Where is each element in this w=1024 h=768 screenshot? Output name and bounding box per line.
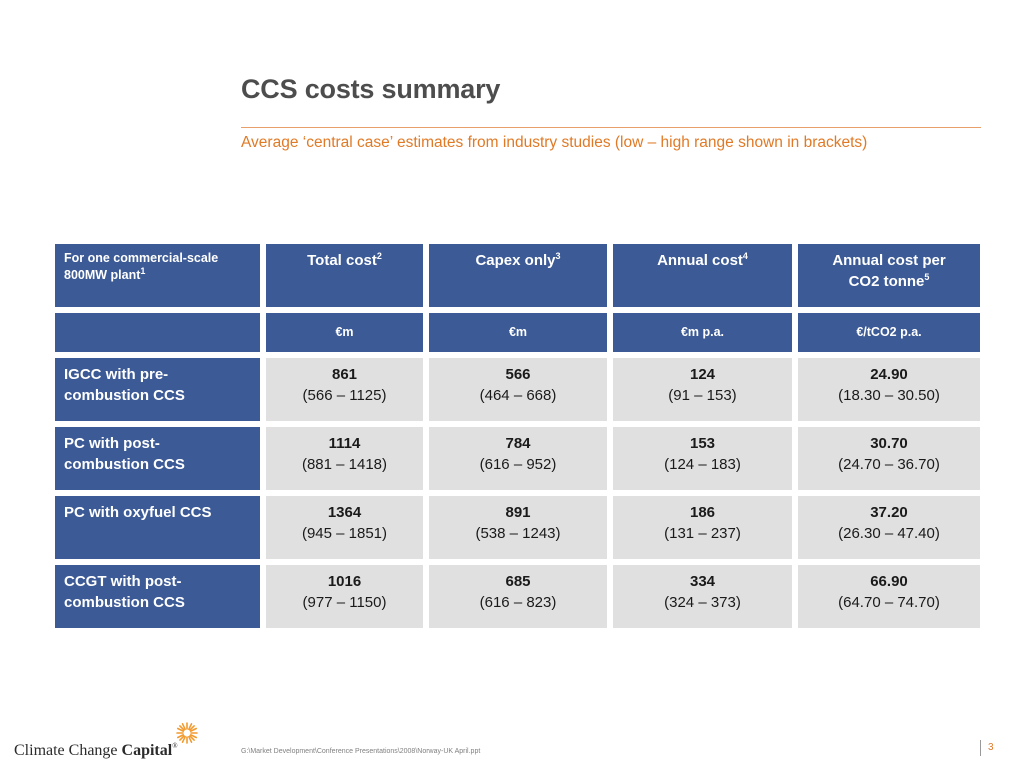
cell-value: 1364	[327, 504, 362, 521]
cell-capex-only: 685 (616 – 823)	[429, 565, 607, 628]
cell-capex-only: 891 (538 – 1243)	[429, 496, 607, 559]
row-label-line1: IGCC with pre-	[64, 366, 169, 383]
cell-value: 1114	[328, 435, 361, 452]
corner-label-line1: For one commercial-scale	[64, 251, 219, 265]
row-label-line1: PC with oxyfuel CCS	[64, 504, 212, 521]
column-header-label-line2: CO2 tonne	[848, 273, 925, 290]
cell-annual-cost-per-tonne: 24.90 (18.30 – 30.50)	[798, 358, 980, 421]
cell-capex-only: 566 (464 – 668)	[429, 358, 607, 421]
cell-annual-cost-per-tonne: 30.70 (24.70 – 36.70)	[798, 427, 980, 490]
row-label-line2: combustion CCS	[64, 594, 185, 611]
cell-range: (26.30 – 47.40)	[838, 525, 940, 542]
logo-text-regular: Climate Change	[14, 742, 122, 759]
cell-value: 124	[689, 366, 716, 383]
cell-value: 24.90	[870, 366, 908, 383]
row-label: IGCC with pre-combustion CCS	[55, 358, 260, 421]
column-header-label: Total cost	[307, 252, 377, 269]
cell-value: 861	[331, 366, 358, 383]
cell-range: (64.70 – 74.70)	[838, 594, 940, 611]
cell-total-cost: 1114 (881 – 1418)	[266, 427, 423, 490]
cell-annual-cost: 186 (131 – 237)	[613, 496, 792, 559]
cell-range: (131 – 237)	[664, 525, 741, 542]
cell-range: (616 – 952)	[479, 456, 557, 473]
cell-range: (124 – 183)	[664, 456, 741, 473]
cell-value: 566	[505, 366, 531, 383]
row-label: PC with oxyfuel CCS	[55, 496, 260, 559]
cell-total-cost: 1016 (977 – 1150)	[266, 565, 423, 628]
unit-total-cost: €m	[266, 313, 423, 352]
cell-value: 685	[505, 573, 531, 590]
column-header-annual-cost: Annual cost4	[613, 244, 792, 307]
column-header-footnote: 3	[555, 251, 561, 261]
title-divider	[241, 127, 981, 128]
cell-range: (91 – 153)	[668, 387, 737, 404]
cell-range: (566 – 1125)	[302, 387, 387, 404]
cell-annual-cost-per-tonne: 37.20 (26.30 – 47.40)	[798, 496, 980, 559]
page-number: 3	[988, 742, 994, 753]
cell-value: 1016	[327, 573, 362, 590]
corner-label-line2: 800MW plant	[64, 268, 141, 282]
column-header-annual-cost-per-tonne: Annual cost per CO2 tonne5	[798, 244, 980, 307]
cell-range: (18.30 – 30.50)	[838, 387, 940, 404]
cell-value: 784	[505, 435, 531, 452]
column-header-label-line1: Annual cost per	[832, 252, 946, 269]
cell-value: 66.90	[870, 573, 908, 590]
cell-range: (881 – 1418)	[301, 456, 388, 473]
sun-burst-icon	[176, 722, 198, 744]
cell-value: 334	[689, 573, 716, 590]
row-label: PC with post-combustion CCS	[55, 427, 260, 490]
cell-value: 37.20	[870, 504, 908, 521]
units-row-label	[55, 313, 260, 352]
cell-range: (464 – 668)	[479, 387, 557, 404]
cell-annual-cost: 124 (91 – 153)	[613, 358, 792, 421]
cell-annual-cost: 334 (324 – 373)	[613, 565, 792, 628]
logo-registered-mark: ®	[172, 742, 178, 750]
slide-subtitle: Average ‘central case’ estimates from in…	[241, 134, 868, 151]
column-header-footnote: 5	[924, 272, 930, 282]
slide-title: CCS costs summary	[241, 74, 501, 104]
corner-label-footnote: 1	[140, 265, 146, 276]
column-header-footnote: 2	[376, 251, 382, 261]
cell-value: 153	[689, 435, 716, 452]
cell-range: (538 – 1243)	[475, 525, 561, 542]
cell-range: (324 – 373)	[664, 594, 741, 611]
column-header-footnote: 4	[742, 251, 748, 261]
column-header-total-cost: Total cost2	[266, 244, 423, 307]
file-path: G:\Market Development\Conference Present…	[241, 748, 481, 755]
column-header-label: Annual cost	[657, 252, 743, 269]
cell-range: (977 – 1150)	[302, 594, 387, 611]
row-label-line1: PC with post-	[64, 435, 160, 452]
unit-annual-cost: €m p.a.	[613, 313, 792, 352]
unit-capex-only: €m	[429, 313, 607, 352]
row-label: CCGT with post-combustion CCS	[55, 565, 260, 628]
cell-value: 186	[689, 504, 716, 521]
cell-total-cost: 861 (566 – 1125)	[266, 358, 423, 421]
row-label-line1: CCGT with post-	[64, 573, 182, 590]
logo-text-bold: Capital	[121, 742, 173, 759]
cell-value: 891	[505, 504, 531, 521]
page-number-divider	[980, 740, 981, 756]
cell-value: 30.70	[870, 435, 908, 452]
cell-range: (945 – 1851)	[301, 525, 388, 542]
logo-wordmark: Climate Change Capital®	[14, 742, 178, 760]
column-header-label: Capex only	[475, 252, 556, 269]
cell-total-cost: 1364 (945 – 1851)	[266, 496, 423, 559]
cell-annual-cost: 153 (124 – 183)	[613, 427, 792, 490]
unit-annual-cost-per-tonne: €/tCO2 p.a.	[798, 313, 980, 352]
row-label-line2: combustion CCS	[64, 387, 185, 404]
table-corner-header: For one commercial-scale 800MW plant1	[55, 244, 260, 307]
cell-capex-only: 784 (616 – 952)	[429, 427, 607, 490]
row-label-line2: combustion CCS	[64, 456, 185, 473]
cell-range: (24.70 – 36.70)	[838, 456, 940, 473]
cell-range: (616 – 823)	[479, 594, 557, 611]
cell-annual-cost-per-tonne: 66.90 (64.70 – 74.70)	[798, 565, 980, 628]
column-header-capex-only: Capex only3	[429, 244, 607, 307]
